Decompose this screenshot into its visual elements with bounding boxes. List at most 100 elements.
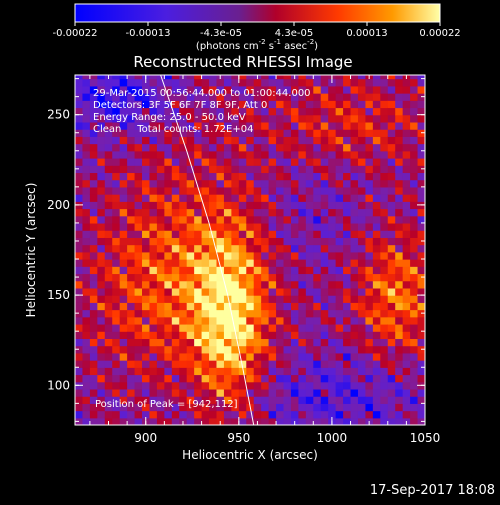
image-cell [149,121,158,130]
image-cell [156,150,165,159]
image-cell [402,186,411,195]
image-cell [127,237,136,246]
image-cell [104,165,113,174]
image-cell [305,367,314,376]
image-cell [112,237,121,246]
image-cell [261,352,270,361]
image-cell [410,331,419,340]
image-cell [417,121,425,130]
image-cell [298,129,307,137]
image-cell [164,121,173,130]
image-cell [246,338,255,347]
image-cell [380,143,389,152]
image-cell [357,114,367,123]
image-cell [335,280,344,289]
image-cell [164,186,173,195]
image-cell [313,75,322,80]
image-cell [142,381,151,390]
image-cell [89,136,98,145]
image-cell [395,309,404,318]
image-cell [186,266,195,275]
image-cell [89,367,98,376]
image-cell [112,374,121,383]
image-cell [119,360,128,368]
image-cell [298,316,307,325]
image-cell [350,266,359,275]
image-cell [142,85,151,94]
image-cell [298,179,307,188]
image-cell [216,403,225,412]
image-cell [231,381,240,390]
image-cell [290,186,300,195]
image-cell [290,237,300,246]
image-cell [268,121,277,130]
image-cell [305,403,314,412]
image-cell [186,302,195,311]
image-cell [112,157,121,166]
image-cell [82,100,91,109]
image-cell [89,345,98,354]
image-cell [320,316,329,325]
image-cell [164,201,173,210]
image-cell [97,107,106,116]
image-cell [171,244,180,253]
image-cell [298,331,307,340]
image-cell [298,230,307,238]
image-cell [328,165,337,174]
image-cell [410,222,419,231]
image-cell [201,85,210,94]
image-cell [320,302,329,311]
image-cell [238,331,247,340]
image-cell [335,244,344,253]
image-cell [395,222,404,231]
image-cell [179,396,188,404]
image-cell [104,367,113,376]
image-cell [290,100,300,109]
image-cell [112,208,121,217]
image-cell [216,367,225,376]
image-cell [268,129,277,137]
image-cell [82,396,91,404]
image-cell [142,143,151,152]
image-cell [320,114,329,123]
image-cell [387,165,396,174]
image-cell [395,136,404,145]
image-cell [112,251,121,260]
image-cell [365,410,374,419]
image-cell [365,273,374,282]
image-cell [104,85,113,94]
image-cell [343,374,352,383]
image-cell [305,280,314,289]
image-cell [216,165,225,174]
image-cell [171,331,180,340]
image-cell [75,165,84,174]
image-cell [357,302,367,311]
image-cell [194,237,203,246]
image-cell [75,136,84,145]
image-cell [75,345,84,354]
image-cell [246,352,255,361]
image-cell [82,280,91,289]
image-cell [171,352,180,361]
info-line-time: 29-Mar-2015 00:56:44.000 to 01:00:44.000 [93,88,311,99]
image-cell [268,215,277,224]
image-cell [372,316,381,325]
image-cell [350,295,359,303]
image-cell [164,367,173,376]
image-cell [142,165,151,174]
image-cell [142,295,151,303]
image-cell [75,121,84,130]
image-cell [246,237,255,246]
image-cell [156,78,165,87]
image-cell [380,381,389,390]
image-cell [223,121,232,130]
image-cell [104,201,113,210]
image-cell [119,75,128,80]
image-cell [134,136,143,145]
image-cell [395,121,404,130]
image-cell [268,93,277,101]
image-cell [142,208,151,217]
image-cell [335,165,344,174]
image-cell [395,417,404,425]
image-cell [223,143,232,152]
